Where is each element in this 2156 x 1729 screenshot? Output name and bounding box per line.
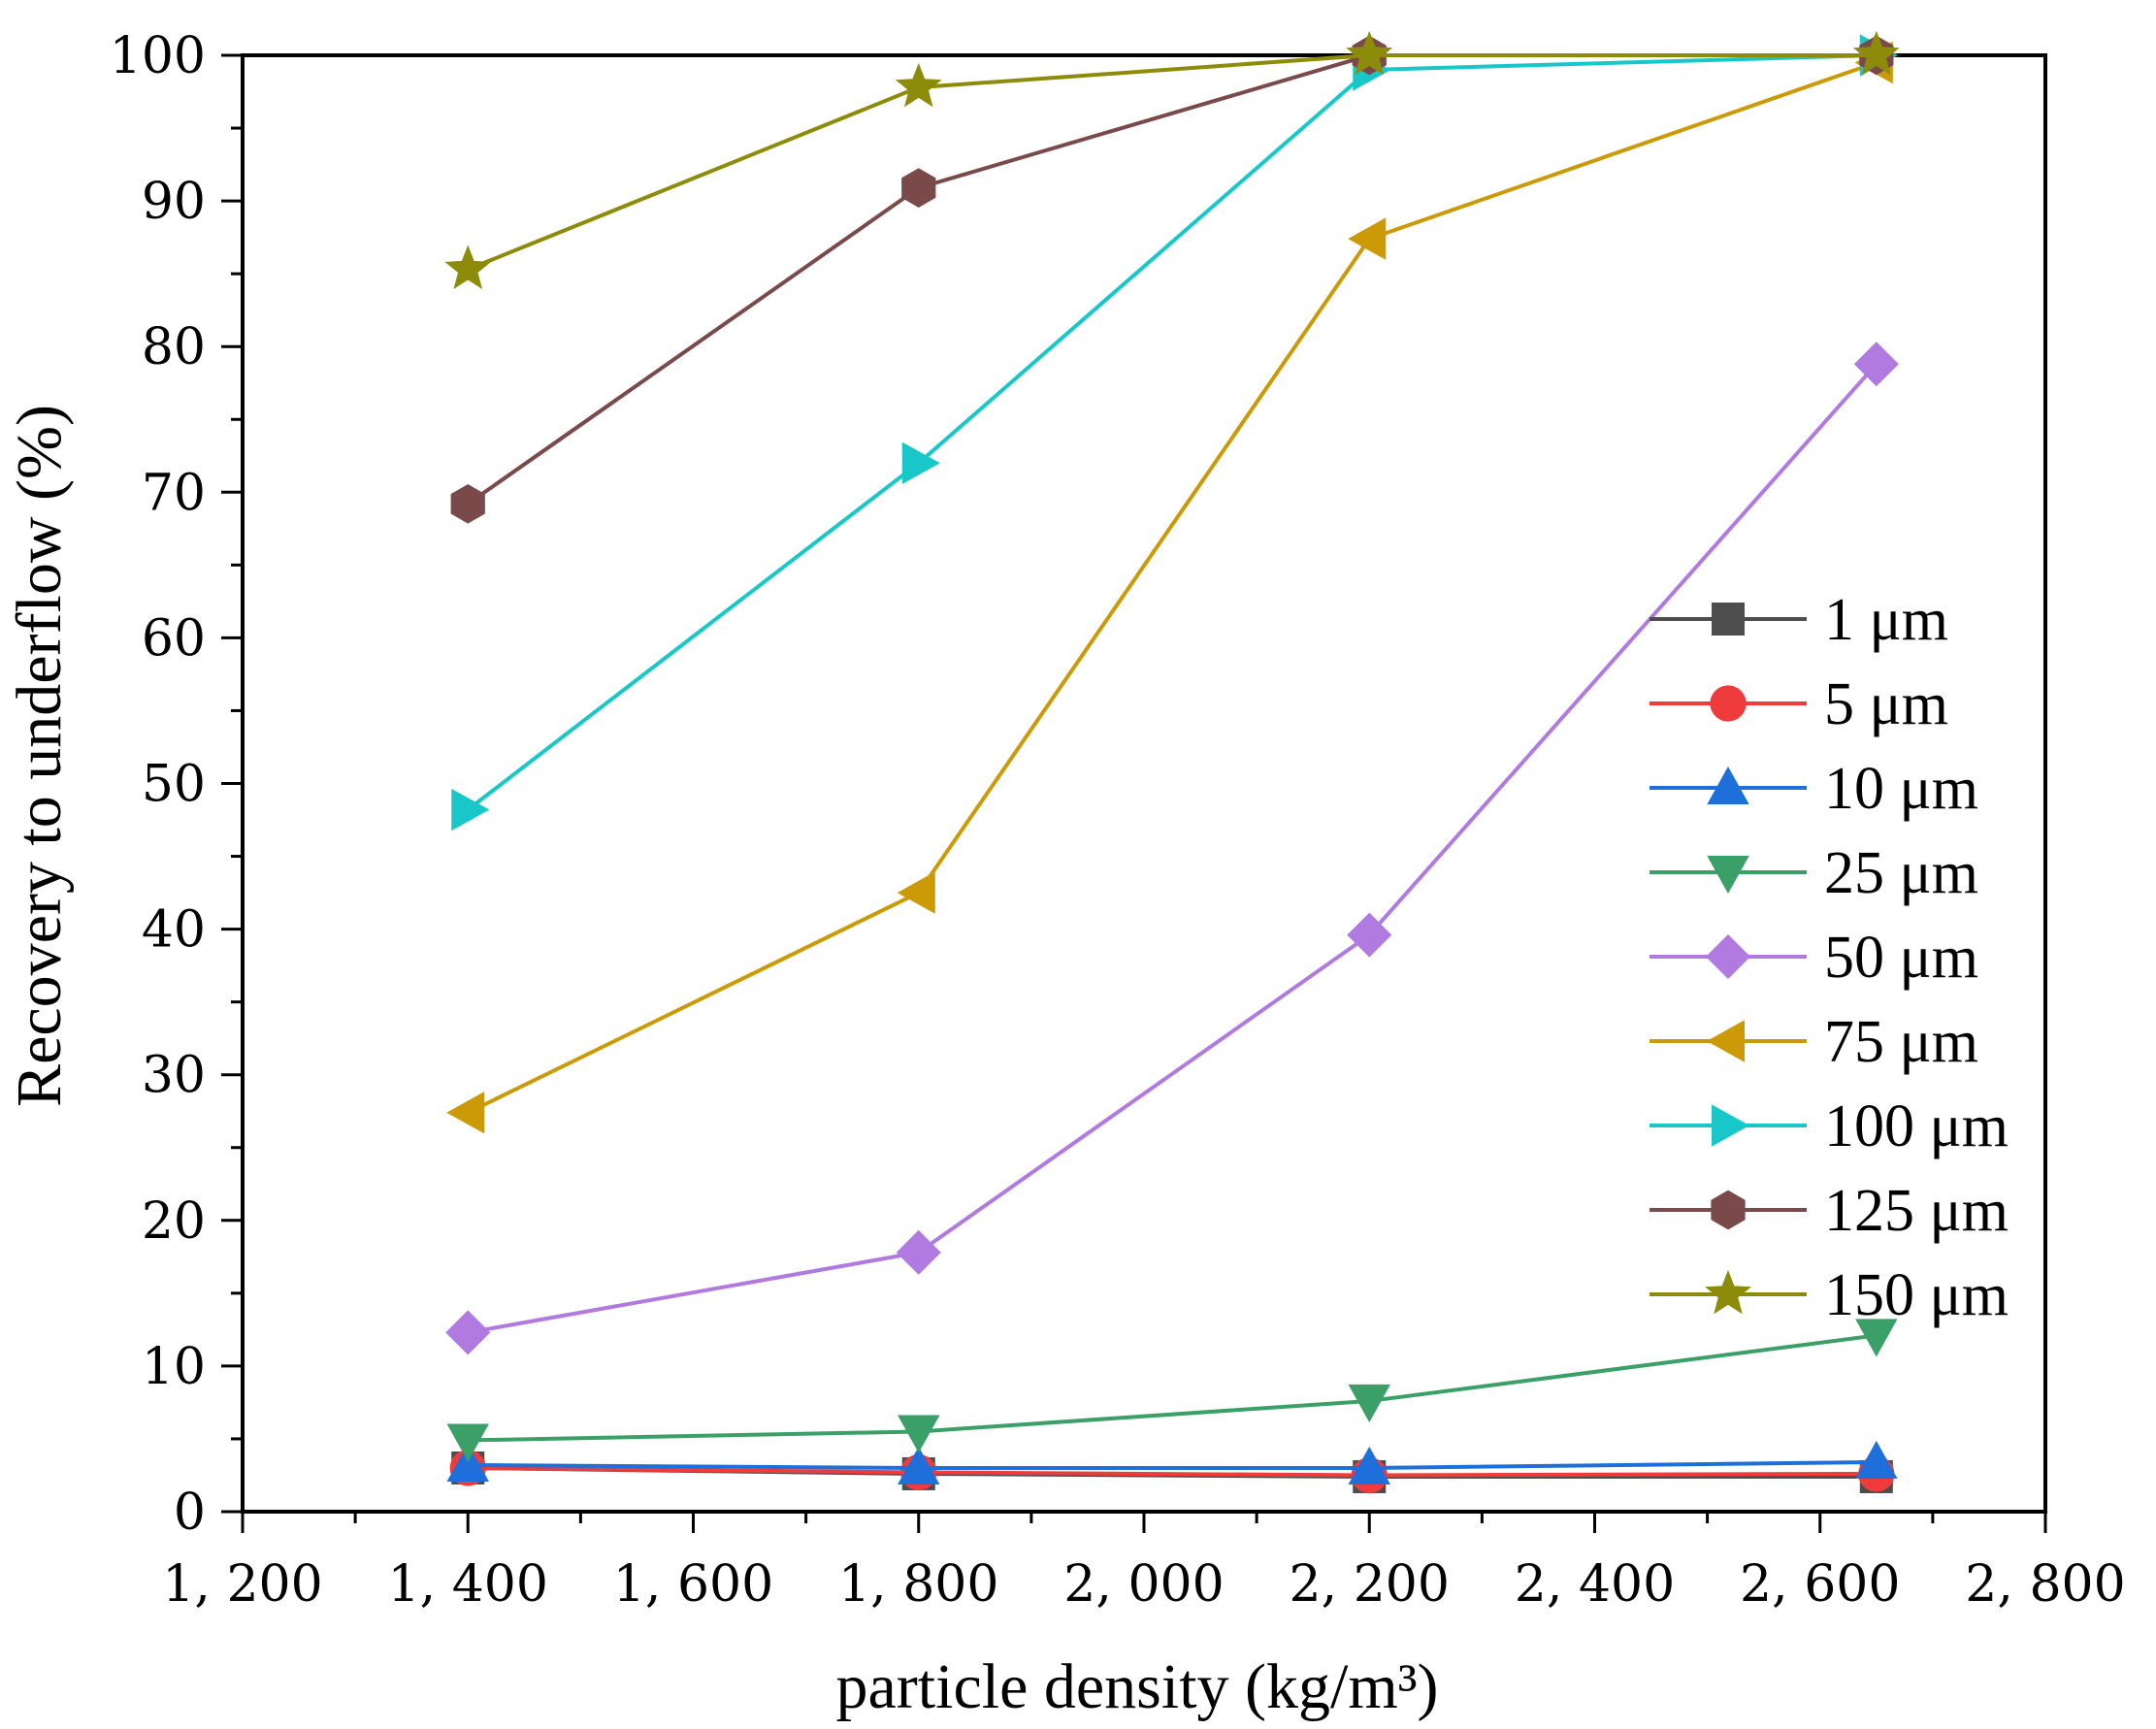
data-point-s3-3: [1855, 1319, 1898, 1357]
legend-marker-4: [1705, 933, 1751, 980]
data-point-s4-2: [1347, 912, 1392, 958]
x-tick-label-8: 2, 800: [1965, 1555, 2125, 1614]
y-tick-label-3: 30: [142, 1047, 206, 1105]
series-line-5: [467, 60, 1878, 1115]
series-group: [444, 30, 1900, 1494]
series-line-4: [467, 362, 1878, 1335]
data-point-s8-3: [1852, 30, 1900, 76]
x-tick-label-2: 1, 600: [613, 1555, 773, 1614]
data-point-s8-1: [895, 62, 942, 108]
data-point-s4-0: [445, 1310, 491, 1355]
y-tick-label-6: 60: [142, 609, 206, 668]
y-tick-label-5: 50: [142, 756, 206, 814]
legend-marker-5: [1706, 1020, 1745, 1062]
legend-label-5: 75 μm: [1824, 1009, 1978, 1075]
legend-label-0: 1 μm: [1824, 587, 1948, 653]
data-point-s3-0: [446, 1423, 489, 1462]
legend-label-3: 25 μm: [1824, 840, 1978, 906]
x-tick-label-5: 2, 200: [1290, 1555, 1450, 1614]
y-tick-label-7: 70: [142, 464, 206, 522]
data-point-s3-1: [898, 1415, 940, 1453]
data-point-s2-3: [1855, 1440, 1898, 1479]
legend-label-7: 125 μm: [1824, 1178, 2009, 1244]
data-point-s4-3: [1853, 342, 1899, 387]
series-line-6: [467, 53, 1877, 812]
legend-label-2: 10 μm: [1824, 756, 1978, 822]
x-tick-label-4: 2, 000: [1063, 1555, 1224, 1614]
data-point-s6-1: [901, 441, 940, 484]
legend: 1 μm 5 μm 10 μm 25 μm 50 μm 75 μm 100 μm 125 μm…: [1650, 587, 2009, 1328]
legend-marker-8: [1705, 1269, 1751, 1315]
series-line-2: [468, 1459, 1877, 1470]
y-tick-label-9: 90: [142, 173, 206, 231]
x-tick-label-0: 1, 200: [162, 1555, 322, 1614]
data-point-s2-0: [446, 1443, 489, 1482]
y-tick-label-10: 100: [110, 27, 206, 85]
x-tick-label-1: 1, 400: [388, 1555, 548, 1614]
y-tick-label-1: 10: [142, 1338, 206, 1396]
legend-marker-0: [1712, 603, 1745, 636]
series-line-3: [468, 1333, 1878, 1443]
legend-marker-6: [1712, 1104, 1750, 1147]
legend-marker-7: [1711, 1190, 1746, 1230]
data-point-s8-0: [444, 245, 492, 290]
legend-label-1: 5 μm: [1824, 671, 1948, 737]
axes: 1, 200 1, 400 1, 600 1, 800 2, 000 2, 200 2, 4…: [110, 27, 2126, 1614]
x-tick-label-7: 2, 600: [1740, 1555, 1900, 1614]
legend-marker-1: [1710, 685, 1747, 722]
legend-label-8: 150 μm: [1824, 1262, 2009, 1328]
data-point-s2-1: [898, 1446, 940, 1484]
legend-label-6: 100 μm: [1824, 1093, 2009, 1159]
legend-marker-2: [1707, 766, 1749, 804]
legend-label-4: 50 μm: [1824, 925, 1978, 991]
series-line-1: [468, 1465, 1877, 1478]
y-tick-label-8: 80: [142, 318, 206, 376]
data-point-s6-0: [451, 788, 490, 832]
x-tick-label-6: 2, 400: [1515, 1555, 1675, 1614]
y-axis-title: Recovery to underflow (%): [4, 405, 75, 1107]
data-point-s5-0: [446, 1092, 485, 1134]
data-point-s3-2: [1348, 1384, 1390, 1422]
series-line-8: [467, 53, 1877, 272]
x-axis-title: particle density (kg/m³): [836, 1651, 1439, 1722]
data-point-s7-0: [450, 483, 485, 524]
y-tick-label-0: 0: [174, 1484, 206, 1542]
legend-marker-3: [1707, 856, 1749, 895]
data-point-s5-2: [1348, 217, 1387, 260]
data-point-s2-2: [1348, 1446, 1390, 1484]
data-point-s8-2: [1346, 30, 1393, 76]
series-line-7: [467, 53, 1877, 506]
data-point-s7-1: [901, 168, 936, 208]
y-tick-label-2: 20: [142, 1192, 206, 1251]
x-tick-label-3: 1, 800: [838, 1555, 998, 1614]
y-tick-label-4: 40: [142, 901, 206, 960]
data-point-s4-1: [896, 1229, 941, 1275]
data-point-s5-1: [897, 871, 935, 914]
